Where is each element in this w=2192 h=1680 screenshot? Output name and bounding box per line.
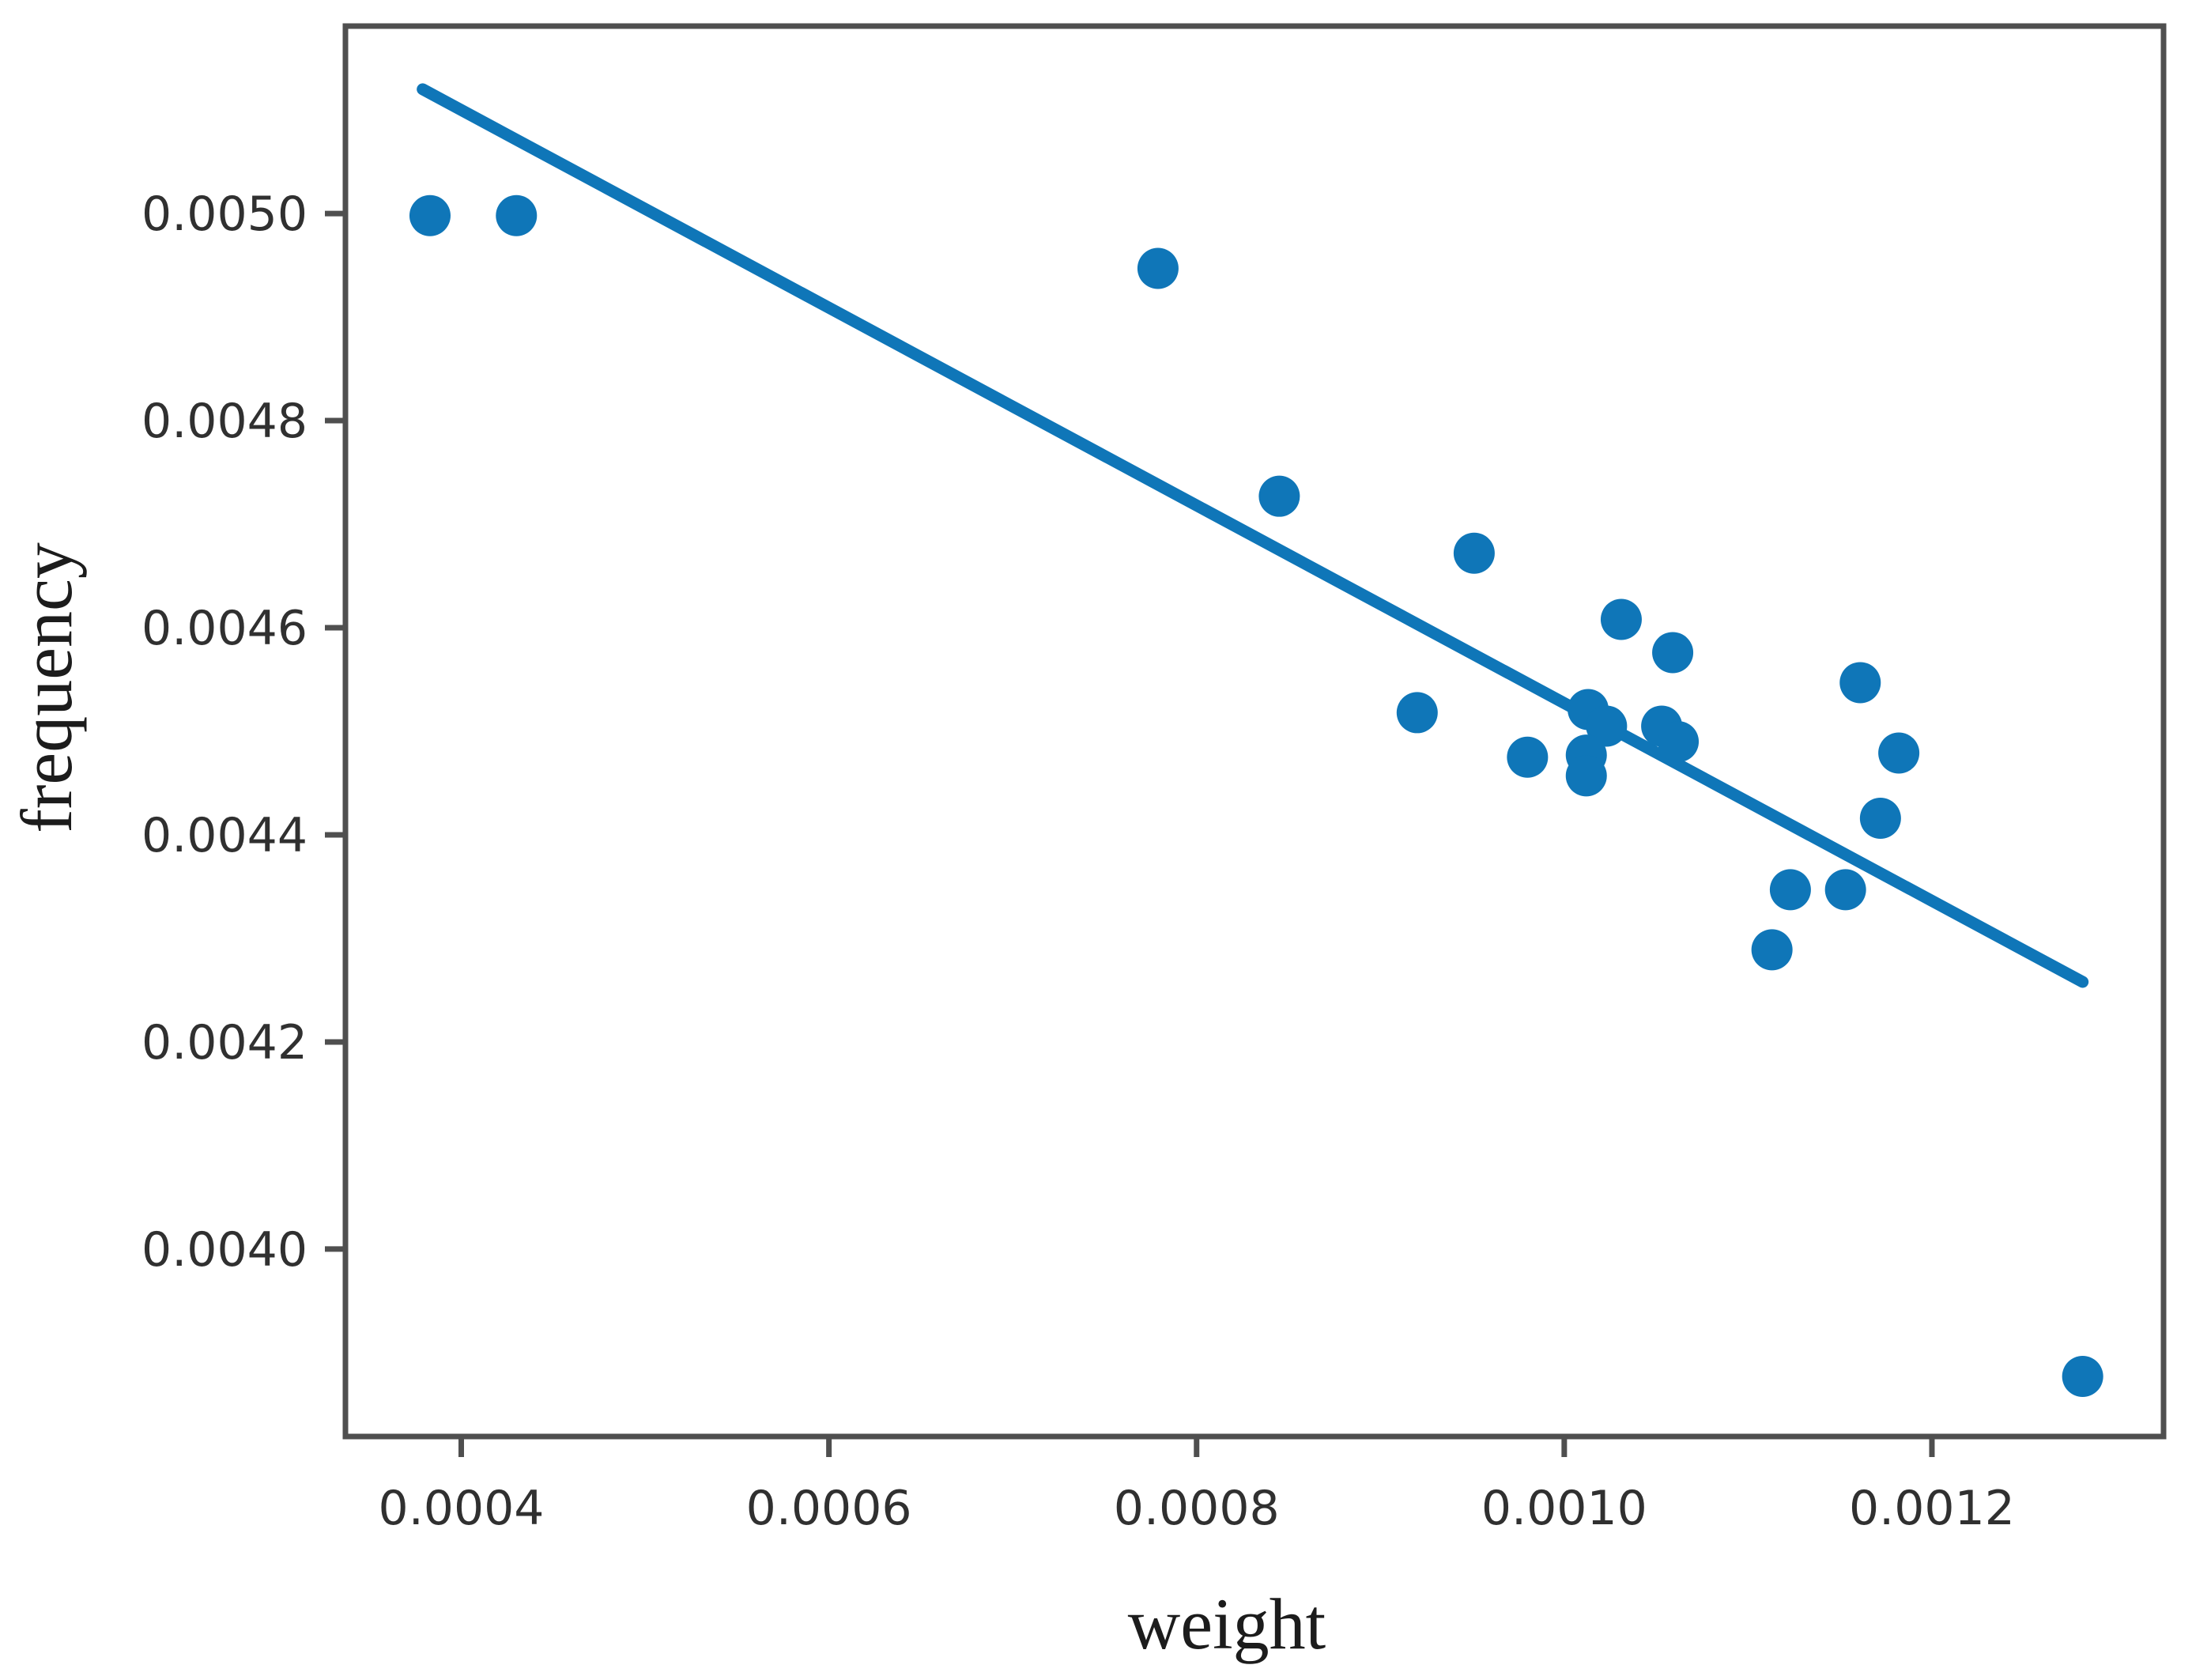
x-tick-label: 0.0004: [379, 1481, 545, 1536]
data-point: [1839, 662, 1881, 704]
x-axis-title: weight: [1128, 1584, 1326, 1664]
data-point: [1878, 732, 1920, 774]
x-axis: 0.0004 0.0006 0.0008 0.0010 0.0012: [379, 1436, 2015, 1536]
data-point: [1453, 532, 1495, 574]
data-point: [1658, 721, 1700, 763]
y-tick-label: 0.0040: [141, 1222, 307, 1278]
data-point: [1824, 869, 1866, 911]
y-tick-label: 0.0042: [141, 1015, 307, 1070]
data-point: [1586, 705, 1628, 747]
x-tick-label: 0.0006: [746, 1481, 912, 1536]
scatter-points-group: [409, 194, 2103, 1398]
trend-line: [417, 83, 2089, 988]
trend-line-group: [417, 83, 2089, 988]
data-point: [1652, 632, 1694, 674]
y-axis-title: frequency: [6, 542, 87, 833]
data-point: [2062, 1356, 2103, 1398]
plot-border: [342, 23, 2167, 1440]
plot-spines: [342, 23, 2167, 1440]
data-point: [1769, 869, 1811, 911]
y-tick-label: 0.0050: [141, 187, 307, 242]
data-point: [409, 194, 451, 236]
y-tick-label: 0.0044: [141, 808, 307, 863]
data-point: [1565, 755, 1607, 797]
data-point: [1600, 598, 1642, 640]
data-point: [1507, 736, 1549, 778]
y-tick-label: 0.0048: [141, 394, 307, 449]
data-point: [1137, 247, 1179, 289]
data-point: [496, 194, 538, 236]
data-point: [1859, 798, 1901, 840]
data-point: [1396, 692, 1438, 734]
x-tick-label: 0.0010: [1481, 1481, 1647, 1536]
data-point: [1751, 929, 1793, 971]
data-point: [1258, 475, 1300, 517]
y-tick-label: 0.0046: [141, 601, 307, 656]
x-tick-label: 0.0012: [1849, 1481, 2015, 1536]
y-axis: 0.0040 0.0042 0.0044 0.0046 0.0048 0.0050: [141, 187, 345, 1278]
x-tick-label: 0.0008: [1114, 1481, 1280, 1536]
